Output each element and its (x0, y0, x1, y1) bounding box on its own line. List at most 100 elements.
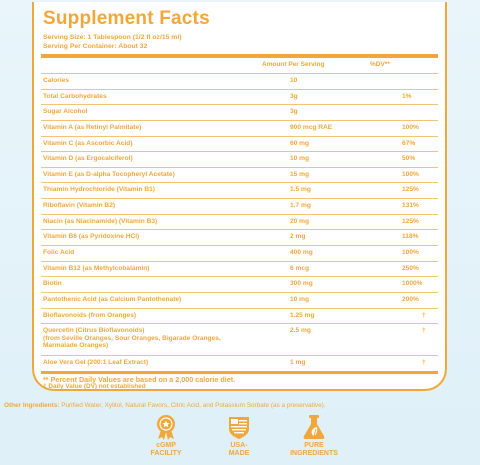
nutrient-table: Calories 10 Total Carbohydrates 3g 1% Sugar… (41, 73, 438, 371)
medal-icon (131, 414, 201, 440)
badge-label-line1: cGMP (156, 442, 176, 449)
nutrient-row: Bioflavonoids (from Oranges) 1.25 mg † (41, 307, 438, 324)
flask-leaf-icon (279, 414, 349, 440)
nutrient-dv: 67% (402, 139, 416, 147)
nutrient-amount: 300 mg (290, 280, 313, 288)
badge-label: PURE INGREDIENTS (279, 442, 349, 458)
nutrient-amount: 1 mg (290, 359, 306, 367)
nutrient-name: Vitamin E (as D-alpha Tocopheryl Acetate… (43, 170, 175, 178)
nutrient-dv: 50% (402, 155, 416, 163)
nutrient-row: Folic Acid 400 mg 100% (41, 245, 438, 261)
nutrient-name: Vitamin B6 (as Pyridoxine HCl) (43, 233, 140, 241)
nutrient-amount: 3g (290, 92, 298, 100)
nutrient-row: Quercetin (Citrus Bioflavonoids) (from Se… (41, 323, 438, 355)
nutrient-row: Total Carbohydrates 3g 1% (41, 88, 438, 105)
nutrient-dv: † (422, 359, 426, 367)
nutrient-row: Vitamin B12 (as Methylcobalamin) 6 mcg 250… (41, 260, 438, 277)
nutrient-dv: 100% (402, 123, 419, 131)
nutrient-amount: 10 mg (290, 155, 310, 163)
nutrient-row: Riboflavin (Vitamin B2) 1.7 mg 131% (41, 198, 438, 214)
nutrient-row: Sugar Alcohol 3g (41, 104, 438, 120)
nutrient-name: Biotin (43, 280, 62, 288)
nutrient-amount: 15 mg (290, 170, 310, 178)
other-ingredients: Other Ingredients: Purified Water, Xylit… (4, 402, 326, 409)
badge-usa-made: USA- MADE (204, 414, 274, 458)
nutrient-dv: 131% (402, 202, 419, 210)
nutrient-amount: 900 mcg RAE (290, 123, 333, 131)
nutrient-row: Vitamin C (as Ascorbic Acid) 60 mg 67% (41, 135, 438, 152)
nutrient-amount: 1.7 mg (290, 202, 311, 210)
nutrient-row: Thiamin Hydrochloride (Vitamin B1) 1.5 mg… (41, 182, 438, 198)
badge-label-line1: PURE (304, 442, 324, 449)
serving-size: Serving Size: 1 Tablespoon (1/2 fl oz/15… (43, 34, 182, 41)
nutrient-row: Aloe Vera Gel (200:1 Leaf Extract) 1 mg † (41, 355, 438, 371)
nutrient-amount: 3g (290, 108, 298, 116)
nutrient-name: Vitamin C (as Ascorbic Acid) (43, 139, 133, 147)
dv-not-established-footnote: † Daily Value (DV) not established (43, 383, 146, 390)
nutrient-name: Vitamin A (as Retinyl Palmitate) (43, 123, 142, 131)
nutrient-dv: 125% (402, 217, 419, 225)
nutrient-row: Vitamin E (as D-alpha Tocopheryl Acetate… (41, 166, 438, 183)
badge-label-line2: MADE (228, 450, 250, 457)
nutrient-amount: 10 mg (290, 295, 310, 303)
nutrient-dv: 1000% (402, 280, 423, 288)
nutrient-dv: 100% (402, 249, 419, 257)
other-ingredients-text: Purified Water, Xylitol, Natural Favors,… (61, 402, 326, 409)
nutrient-amount: 20 mg (290, 217, 310, 225)
nutrient-dv: 1% (402, 92, 412, 100)
percent-dv-footnote: ** Percent Daily Values are based on a 2… (43, 375, 236, 384)
badge-cgmp: cGMP FACILITY (131, 414, 201, 458)
nutrient-name: Sugar Alcohol (43, 108, 88, 116)
nutrient-row: Pantothenic Acid (as Calcium Pantothenat… (41, 291, 438, 308)
amount-header: Amount Per Serving (262, 61, 325, 68)
badge-label-line2: INGREDIENTS (290, 450, 338, 457)
badge-label: cGMP FACILITY (131, 442, 201, 458)
nutrient-name-sub: (from Seville Oranges, Sour Oranges, Big… (43, 334, 221, 350)
badge-pure-ingredients: PURE INGREDIENTS (279, 414, 349, 458)
nutrient-dv: 100% (402, 170, 419, 178)
servings-per-container: Serving Per Container: About 32 (43, 43, 148, 50)
nutrient-name: Quercetin (Citrus Bioflavonoids) (from Se… (43, 327, 248, 349)
nutrient-name: Riboflavin (Vitamin B2) (43, 202, 116, 210)
nutrient-dv: † (422, 327, 426, 335)
nutrient-dv: † (422, 311, 426, 319)
nutrient-amount: 2 mg (290, 233, 306, 241)
thick-divider (41, 54, 438, 58)
nutrient-dv: 118% (402, 233, 419, 241)
other-ingredients-label: Other Ingredients: (4, 402, 60, 409)
nutrient-name: Bioflavonoids (from Oranges) (43, 311, 137, 319)
nutrient-amount: 6 mcg (290, 264, 310, 272)
bottom-divider (41, 371, 438, 374)
badge-label: USA- MADE (204, 442, 274, 458)
nutrient-dv: 250% (402, 264, 419, 272)
nutrient-amount: 10 (290, 77, 298, 84)
nutrient-row: Biotin 300 mg 1000% (41, 276, 438, 292)
nutrient-amount: 2.5 mg (290, 327, 311, 335)
nutrient-name: Total Carbohydrates (43, 92, 107, 100)
nutrient-row: Vitamin D (as Ergocalciferol) 10 mg 50% (41, 151, 438, 167)
badge-label-line2: FACILITY (150, 450, 182, 457)
nutrient-row: Calories 10 (41, 73, 438, 89)
nutrient-amount: 1.5 mg (290, 186, 311, 194)
nutrient-row: Vitamin A (as Retinyl Palmitate) 900 mcg … (41, 119, 438, 136)
nutrient-name: Pantothenic Acid (as Calcium Pantothenat… (43, 295, 182, 303)
badge-label-line1: USA- (230, 442, 248, 449)
nutrient-dv: 125% (402, 186, 419, 194)
supplement-facts-panel: Supplement Facts Serving Size: 1 Tablesp… (32, 2, 447, 391)
panel-title: Supplement Facts (43, 8, 210, 29)
nutrient-row: Niacin (as Niacinamide) (Vitamin B3) 20 m… (41, 213, 438, 230)
nutrient-name: Thiamin Hydrochloride (Vitamin B1) (43, 186, 155, 194)
nutrient-name: Vitamin D (as Ergocalciferol) (43, 155, 133, 163)
nutrient-amount: 400 mg (290, 249, 313, 257)
nutrient-name: Folic Acid (43, 249, 75, 257)
nutrient-name: Niacin (as Niacinamide) (Vitamin B3) (43, 217, 158, 225)
nutrient-amount: 60 mg (290, 139, 310, 147)
nutrient-amount: 1.25 mg (290, 311, 315, 319)
nutrient-dv: 200% (402, 295, 419, 303)
nutrient-name: Vitamin B12 (as Methylcobalamin) (43, 264, 150, 272)
usa-flag-icon (204, 414, 274, 440)
nutrient-name: Calories (43, 77, 70, 84)
nutrient-name: Aloe Vera Gel (200:1 Leaf Extract) (43, 359, 149, 367)
dv-header: %DV** (370, 61, 390, 68)
nutrient-name-main: Quercetin (Citrus Bioflavonoids) (43, 327, 145, 335)
